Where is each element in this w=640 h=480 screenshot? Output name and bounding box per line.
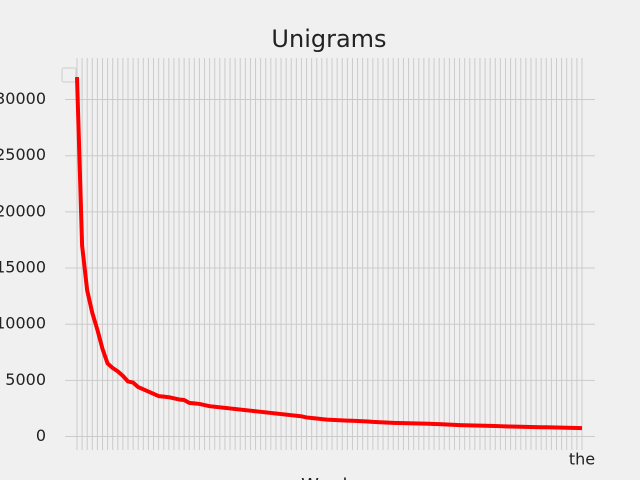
y-tick-label: 0	[36, 426, 46, 445]
y-tick-label: 15000	[0, 258, 46, 277]
y-tick-label: 30000	[0, 89, 46, 108]
y-tick-label: 20000	[0, 201, 46, 220]
legend	[61, 67, 77, 83]
x-axis-label: Words	[301, 475, 357, 480]
y-tick-label: 10000	[0, 314, 46, 333]
y-tick-label: 25000	[0, 145, 46, 164]
y-tick-label: 5000	[5, 370, 46, 389]
chart-title: Unigrams	[271, 25, 386, 53]
x-tick-label: the	[569, 450, 595, 469]
data-line	[75, 77, 583, 431]
